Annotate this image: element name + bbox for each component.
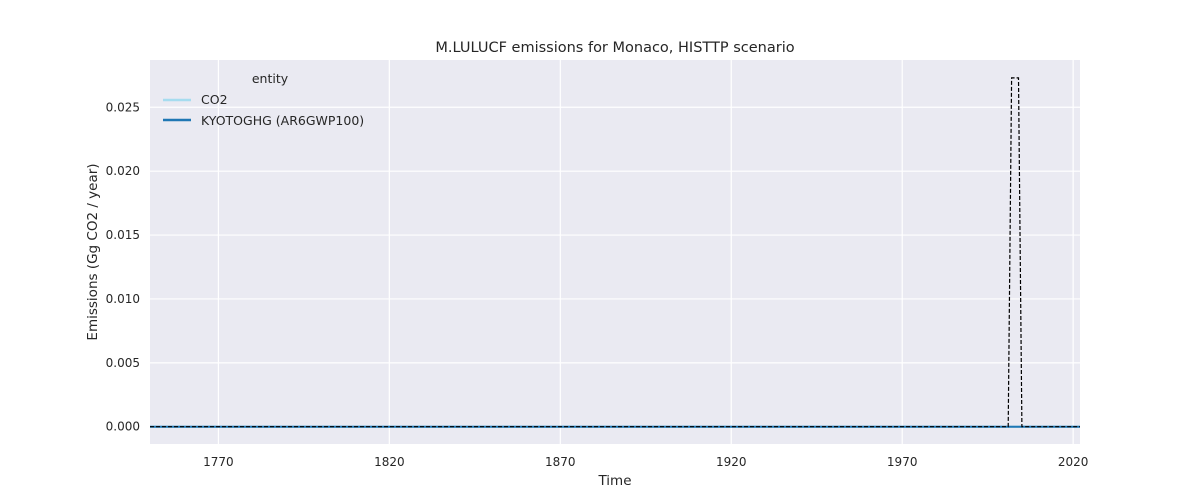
y-tick-label: 0.000	[106, 420, 140, 434]
legend-title: entity	[252, 71, 289, 86]
legend-label-kyotoghg: KYOTOGHG (AR6GWP100)	[201, 113, 364, 128]
legend: entity CO2 KYOTOGHG (AR6GWP100)	[163, 71, 364, 128]
y-axis-ticks: 0.000 0.005 0.010 0.015 0.020 0.025	[106, 100, 140, 433]
x-tick-label: 1920	[716, 455, 747, 469]
x-axis-label: Time	[597, 473, 631, 489]
y-tick-label: 0.010	[106, 292, 140, 306]
chart-title: M.LULUCF emissions for Monaco, HISTTP sc…	[435, 40, 794, 56]
x-tick-label: 1870	[545, 455, 576, 469]
y-axis-label: Emissions (Gg CO2 / year)	[85, 163, 101, 340]
y-tick-label: 0.020	[106, 164, 140, 178]
x-tick-label: 1770	[203, 455, 234, 469]
x-axis-ticks: 1770 1820 1870 1920 1970 2020	[203, 455, 1088, 469]
x-tick-label: 2020	[1058, 455, 1089, 469]
x-tick-label: 1970	[887, 455, 918, 469]
series-layer	[150, 77, 1080, 428]
y-tick-label: 0.005	[106, 356, 140, 370]
y-tick-label: 0.025	[106, 100, 140, 114]
plot-area	[150, 60, 1080, 444]
legend-label-co2: CO2	[201, 92, 228, 107]
y-tick-label: 0.015	[106, 228, 140, 242]
x-tick-label: 1820	[374, 455, 405, 469]
series-line-dashed	[150, 77, 1080, 428]
